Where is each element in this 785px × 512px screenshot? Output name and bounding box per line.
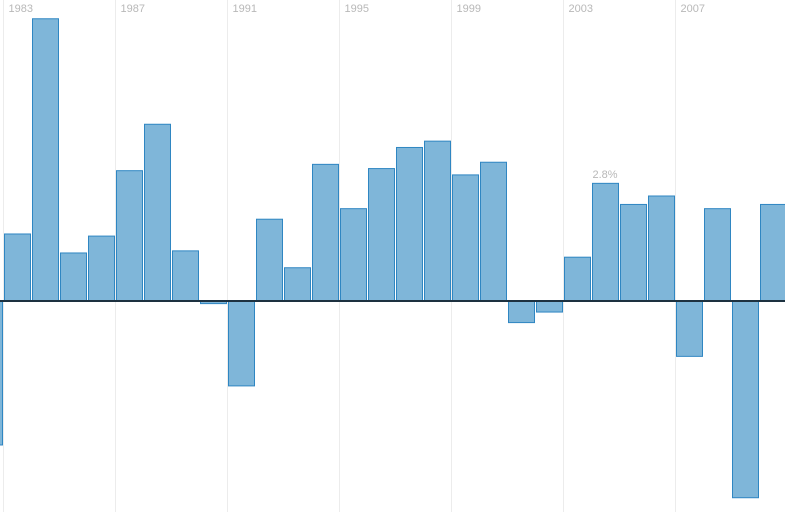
bar-1986 bbox=[88, 235, 115, 302]
bar-1991 bbox=[228, 301, 255, 387]
label-layer: 2.8% bbox=[592, 169, 617, 181]
bar-1982 bbox=[0, 301, 3, 446]
bar-1998 bbox=[424, 140, 451, 302]
bar-2003 bbox=[564, 256, 591, 303]
bar-1997 bbox=[396, 146, 423, 302]
x-tick-label: 1995 bbox=[345, 3, 369, 15]
bar-1996 bbox=[368, 168, 395, 302]
bar-1995 bbox=[340, 208, 367, 302]
bar-1985 bbox=[60, 252, 87, 302]
bar-layer bbox=[0, 18, 785, 499]
bar-1984 bbox=[32, 18, 59, 302]
bar-2008 bbox=[704, 208, 731, 302]
bar-1988 bbox=[144, 123, 171, 303]
bar-1992 bbox=[256, 218, 283, 303]
bar-1994 bbox=[312, 163, 339, 302]
bar-2007 bbox=[676, 301, 703, 357]
x-tick-label: 1991 bbox=[233, 3, 257, 15]
data-label: 2.8% bbox=[592, 169, 617, 181]
bar-2010 bbox=[760, 203, 785, 302]
bar-2001 bbox=[508, 301, 535, 324]
bar-1983 bbox=[4, 233, 31, 302]
x-tick-label: 1987 bbox=[121, 3, 145, 15]
bar-2006 bbox=[648, 195, 675, 302]
bar-2005 bbox=[620, 203, 647, 302]
bar-1987 bbox=[116, 170, 143, 302]
x-tick-label: 1999 bbox=[457, 3, 481, 15]
bar-1999 bbox=[452, 174, 479, 302]
bar-2002 bbox=[536, 301, 563, 313]
bar-1993 bbox=[284, 267, 311, 302]
bar-2004 bbox=[592, 182, 619, 302]
x-tick-label: 1983 bbox=[9, 3, 33, 15]
grid-layer: 1983 1987 1991 1995 1999 2003 2007 bbox=[3, 0, 705, 512]
x-tick-label: 2003 bbox=[569, 3, 593, 15]
bar-2000 bbox=[480, 161, 507, 302]
x-tick-label: 2007 bbox=[681, 3, 705, 15]
bar-1989 bbox=[172, 250, 199, 302]
bar-2009 bbox=[732, 301, 759, 499]
